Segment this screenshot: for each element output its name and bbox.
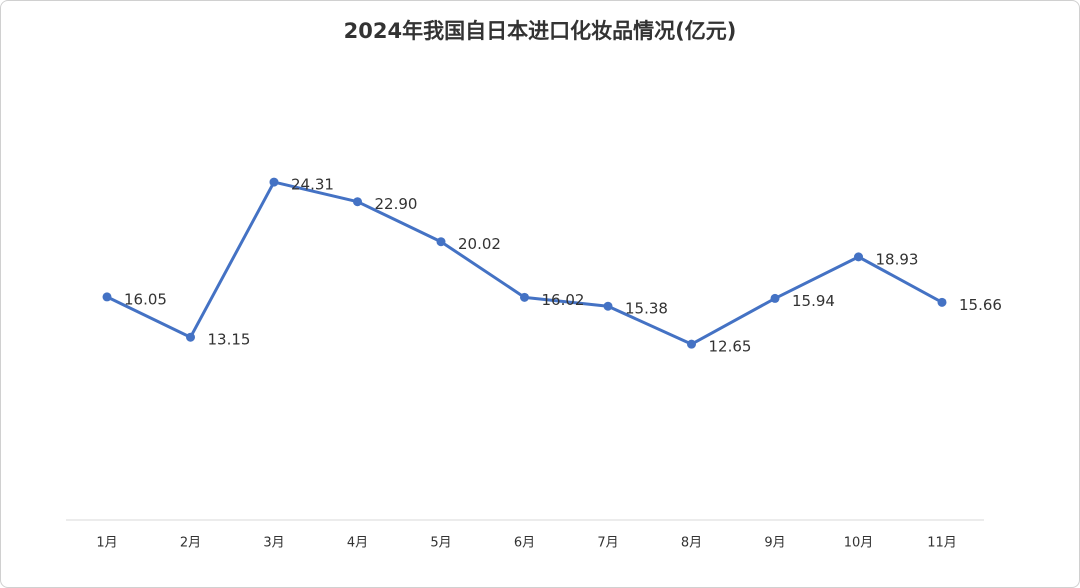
x-tick-label: 4月: [347, 536, 368, 551]
point: [854, 252, 863, 262]
data-label: 15.94: [792, 292, 835, 310]
x-tick-label: 3月: [263, 536, 284, 551]
point: [102, 292, 112, 302]
x-tick-label: 5月: [430, 536, 451, 551]
x-tick-label: 1月: [96, 536, 117, 551]
line: [106, 180, 943, 346]
point: [269, 177, 279, 187]
x-tick-label: 6月: [514, 536, 535, 551]
data-label: 18.93: [876, 250, 919, 268]
point: [353, 197, 362, 207]
x-tick-label: 8月: [681, 536, 702, 551]
data-label: 16.02: [542, 291, 585, 309]
point: [436, 237, 446, 247]
point: [687, 339, 696, 349]
data-label: 15.38: [625, 300, 668, 318]
x-tick-label: 7月: [597, 536, 618, 551]
chart-title: 2024年我国自日本进口化妆品情况(亿元): [344, 19, 737, 43]
point: [603, 301, 613, 311]
x-tick-label: 10月: [844, 536, 874, 551]
data-label: 13.15: [208, 331, 251, 349]
point: [186, 332, 195, 342]
data-label: 15.66: [959, 296, 1002, 314]
x-tick-label: 9月: [764, 536, 785, 551]
point: [770, 293, 780, 303]
x-tick-label: 2月: [180, 536, 201, 551]
data-label: 20.02: [458, 235, 501, 253]
data-label: 22.90: [375, 195, 418, 213]
x-tick-label: 11月: [927, 536, 957, 551]
data-label: 12.65: [709, 338, 752, 356]
point: [520, 292, 529, 302]
data-label: 16.05: [124, 290, 167, 308]
point: [937, 297, 947, 307]
data-label: 24.31: [291, 176, 334, 194]
